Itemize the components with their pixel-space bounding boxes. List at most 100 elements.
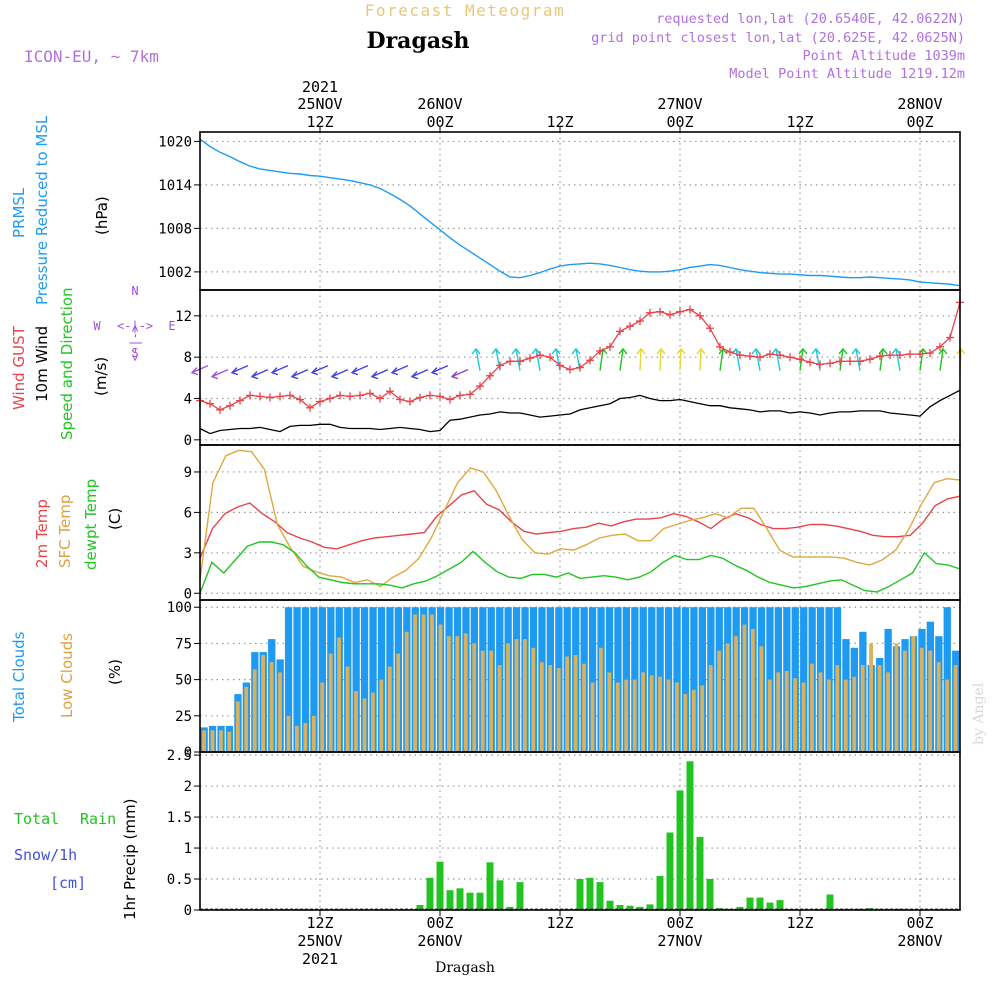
wind-direction-arrow: [250, 368, 269, 380]
total-clouds-label: Total Clouds: [10, 631, 28, 723]
low-cloud-bar: [742, 624, 747, 752]
total-cloud-bar: [681, 607, 690, 752]
wind-direction-label: Speed and Direction: [58, 287, 76, 440]
total-cloud-bar: [310, 607, 318, 752]
wind-arrow-head: [938, 347, 948, 355]
rain-bar: [426, 877, 434, 910]
low-cloud-bar: [396, 653, 401, 752]
wind-direction-arrow: [350, 364, 369, 376]
wind-gust-marker: [686, 305, 694, 314]
wind-arrow-shaft: [391, 364, 409, 374]
wind-arrow-shaft: [679, 348, 682, 371]
wind-gust-marker: [656, 307, 664, 316]
wind-gust-marker: [516, 357, 524, 366]
temp-dewpoint-label: dewpt Temp: [82, 479, 100, 570]
low-cloud-bar: [269, 662, 274, 752]
low-cloud-bar: [751, 629, 755, 752]
low-cloud-bar: [455, 636, 460, 752]
low-cloud-bar: [252, 669, 257, 752]
wind-gust-marker: [846, 357, 854, 366]
low-cloud-bar: [514, 639, 519, 752]
wind-arrow-shaft: [939, 348, 944, 371]
wind-gust-marker: [876, 352, 884, 361]
low-cloud-bar: [379, 679, 384, 752]
wind-arrow-head: [370, 371, 379, 380]
pressure-label-full: Pressure Reduced to MSL: [33, 115, 51, 305]
wind-gust-marker: [816, 360, 824, 369]
wind-speed-line: [199, 389, 961, 435]
wind-arrow-head: [636, 347, 646, 355]
low-cloud-bar: [556, 668, 561, 752]
rain-bar: [586, 877, 594, 910]
wind-gust-marker: [896, 351, 904, 360]
wind-gust-marker: [356, 391, 364, 400]
wind-gust-marker: [856, 357, 864, 366]
y-tick-label: 1020: [158, 134, 192, 150]
low-cloud-bar: [531, 647, 536, 752]
low-cloud-bar: [717, 650, 721, 752]
compass-horizontal: <-|->: [117, 319, 153, 333]
total-cloud-bar: [293, 607, 301, 752]
y-tick-label: 2.5: [167, 748, 192, 764]
low-cloud-bar: [362, 698, 367, 752]
low-cloud-bar: [869, 643, 873, 752]
wind-arrow-head: [511, 347, 521, 355]
wind-arrow-shaft: [515, 348, 521, 371]
wind-direction-arrow: [676, 347, 686, 371]
low-cloud-bar: [649, 675, 654, 752]
low-cloud-bar: [624, 679, 629, 752]
wind-arrow-head: [270, 367, 279, 376]
wind-gust-marker: [906, 350, 914, 359]
temp-sfc-line: [199, 449, 961, 588]
wind-arrow-head: [310, 367, 319, 376]
low-cloud-bar: [413, 614, 417, 752]
wind-direction-arrow: [531, 347, 541, 371]
wind-arrow-shaft: [251, 368, 269, 378]
low-cloud-bar: [311, 715, 316, 752]
bottom-axis-hour: 00Z: [906, 914, 933, 932]
low-cloud-bar: [573, 655, 578, 752]
wind-arrow-head: [491, 347, 501, 355]
requested-coordinates: requested lon,lat (20.6540E, 42.0622N): [656, 11, 965, 27]
low-cloud-bar: [210, 730, 215, 752]
wind-direction-arrow: [210, 368, 229, 380]
rain-bar: [466, 892, 474, 910]
wind-gust-marker: [666, 310, 674, 319]
wind-direction-arrow: [636, 347, 646, 371]
clouds-unit: (%): [106, 659, 124, 685]
rain-bar: [666, 832, 674, 910]
low-cloud-bar: [810, 663, 814, 752]
wind-arrow-shaft: [855, 348, 861, 371]
low-cloud-bar: [759, 646, 764, 752]
wind-direction-arrow: [390, 364, 409, 376]
low-cloud-bar: [708, 665, 713, 752]
temp-unit: (C): [106, 508, 124, 530]
wind-arrow-shaft: [619, 348, 624, 371]
wind-arrow-shaft: [311, 364, 329, 374]
y-tick-label: 1.5: [167, 810, 192, 826]
wind-gust-marker: [556, 361, 564, 370]
wind-gust-marker: [316, 397, 324, 406]
rain-bar: [596, 882, 604, 910]
wind-gust-line: [199, 302, 961, 411]
rain-bar: [506, 906, 514, 910]
rain-bar: [636, 906, 644, 910]
temp-2m-label: 2m Temp: [33, 499, 51, 568]
wind-direction-arrow: [471, 347, 481, 371]
rain-bar: [476, 892, 484, 910]
low-cloud-bar: [691, 689, 696, 752]
total-cloud-bar: [673, 607, 681, 752]
wind-gust-marker: [206, 399, 214, 408]
rain-bar: [436, 861, 444, 910]
wind-direction-arrow: [410, 368, 429, 380]
wind-gust-marker: [606, 342, 614, 351]
wind-gust-marker: [526, 354, 534, 363]
y-tick-label: 100: [167, 600, 192, 616]
wind-arrow-head: [230, 367, 239, 376]
chart-title: Dragash: [367, 28, 470, 54]
y-tick-label: 0: [184, 586, 192, 602]
wind-gust-marker: [736, 351, 744, 360]
rain-bar: [756, 897, 764, 910]
rain-bar: [606, 900, 614, 910]
